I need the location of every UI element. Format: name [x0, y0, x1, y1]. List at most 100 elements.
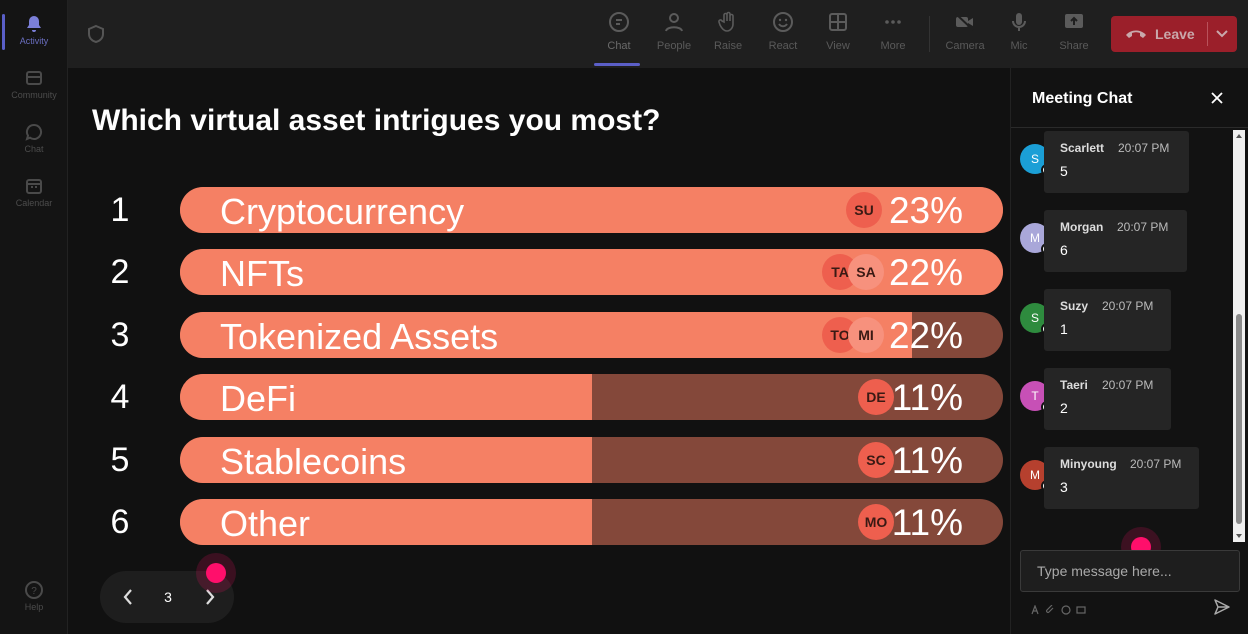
- rail-item-community[interactable]: Community: [0, 62, 68, 112]
- view-label: View: [826, 40, 850, 52]
- result-bar-fill: [180, 312, 912, 358]
- result-bar: Other MO 11%: [180, 499, 1003, 545]
- rail-item-help[interactable]: ? Help: [0, 574, 68, 624]
- message-time: 20:07 PM: [1130, 457, 1182, 471]
- result-bar-fill: [180, 437, 593, 483]
- meeting-chat-panel: Meeting Chat S Scarlett 20:07 PM 5 M Mor…: [1010, 68, 1248, 634]
- share-screen-icon: [1065, 14, 1083, 28]
- chat-header: Meeting Chat: [1011, 68, 1248, 128]
- rail-label: Chat: [24, 144, 44, 154]
- react-button[interactable]: React: [756, 10, 810, 62]
- grid-icon: [829, 13, 847, 31]
- scroll-down-arrow-icon[interactable]: [1235, 532, 1243, 540]
- phone-hangup-icon: [1126, 30, 1146, 38]
- emoji-icon[interactable]: [1061, 602, 1071, 615]
- poll-stage: Which virtual asset intrigues you most? …: [68, 68, 1010, 634]
- sender-name: Morgan: [1060, 220, 1104, 234]
- smiley-icon: [773, 12, 793, 32]
- camera-off-icon: [955, 13, 974, 31]
- avatar-initial: M: [1030, 468, 1040, 482]
- sender-name: Scarlett: [1060, 141, 1105, 155]
- view-button[interactable]: View: [811, 10, 865, 62]
- option-label: Other: [220, 503, 311, 544]
- mic-label: Mic: [1010, 40, 1028, 52]
- shield-icon: [88, 24, 104, 44]
- chat-label: Chat: [607, 40, 631, 52]
- leave-divider: [1207, 22, 1208, 46]
- scroll-up-arrow-icon[interactable]: [1235, 132, 1243, 140]
- leave-label: Leave: [1155, 26, 1195, 42]
- avatar-initial: T: [1031, 389, 1039, 403]
- share-label: Share: [1059, 40, 1089, 52]
- message-time: 20:07 PM: [1118, 141, 1170, 155]
- gif-icon[interactable]: [1076, 602, 1086, 614]
- message-text: 6: [1060, 242, 1068, 258]
- result-bar-fill: [180, 499, 593, 545]
- send-icon[interactable]: [1213, 598, 1231, 616]
- option-percent: 22%: [888, 315, 963, 356]
- leave-button[interactable]: Leave: [1111, 16, 1237, 52]
- toolbar-divider: [929, 16, 930, 52]
- avatar-initial: M: [1030, 231, 1040, 245]
- attach-icon[interactable]: [1046, 602, 1056, 613]
- chat-scrollbar[interactable]: [1233, 130, 1245, 542]
- message-input[interactable]: [1020, 550, 1240, 592]
- voter-avatar: SU: [846, 192, 882, 228]
- message-text: 3: [1060, 479, 1068, 495]
- raise-hand-button[interactable]: Raise: [701, 10, 755, 62]
- close-icon[interactable]: [1209, 90, 1225, 106]
- camera-label: Camera: [945, 40, 985, 52]
- result-bar: DeFi DE 11%: [180, 374, 1003, 420]
- chat-button[interactable]: Chat: [592, 10, 646, 66]
- chat-message: Suzy 20:07 PM 1: [1044, 289, 1171, 351]
- scrollbar-thumb[interactable]: [1236, 314, 1242, 524]
- chat-title: Meeting Chat: [1032, 90, 1133, 107]
- option-percent: 11%: [891, 502, 963, 543]
- chevron-down-icon[interactable]: [1215, 28, 1229, 40]
- chat-icon: [609, 12, 629, 32]
- option-label: Tokenized Assets: [220, 316, 499, 357]
- voter-avatar: SA: [848, 254, 884, 290]
- more-button[interactable]: More: [866, 10, 920, 62]
- chevron-right-icon[interactable]: [200, 587, 220, 607]
- message-time: 20:07 PM: [1102, 299, 1154, 313]
- chat-message: Minyoung 20:07 PM 3: [1044, 447, 1199, 509]
- chat-message: Scarlett 20:07 PM 5: [1044, 131, 1189, 193]
- poll-option-row: 6 Other MO 11%: [68, 499, 1010, 545]
- poll-question: Which virtual asset intrigues you most?: [92, 104, 661, 137]
- message-text: 5: [1060, 163, 1068, 179]
- rail-item-chat[interactable]: Chat: [0, 116, 68, 166]
- camera-button[interactable]: Camera: [938, 10, 992, 62]
- option-rank: 6: [110, 503, 130, 541]
- chevron-left-icon[interactable]: [118, 587, 138, 607]
- people-button[interactable]: People: [647, 10, 701, 62]
- mic-button[interactable]: Mic: [992, 10, 1046, 62]
- option-label: NFTs: [220, 253, 304, 294]
- format-icon[interactable]: [1031, 602, 1041, 615]
- result-bar-fill: [180, 374, 593, 420]
- result-bar: NFTs TA SA 22%: [180, 249, 1003, 295]
- poll-option-row: 5 Stablecoins SC 11%: [68, 437, 1010, 483]
- sender-name: Minyoung: [1060, 457, 1117, 471]
- voter-avatar: SC: [858, 442, 894, 478]
- result-bar: Cryptocurrency SU 23%: [180, 187, 1003, 233]
- avatar-initial: S: [1030, 152, 1039, 166]
- rail-item-calendar[interactable]: Calendar: [0, 170, 68, 220]
- option-percent: 11%: [891, 377, 963, 418]
- message-time: 20:07 PM: [1102, 378, 1154, 392]
- sender-name: Taeri: [1060, 378, 1088, 392]
- message-text: 1: [1060, 321, 1068, 337]
- microphone-icon: [1012, 13, 1026, 31]
- react-label: React: [768, 40, 798, 52]
- chat-icon: [25, 123, 43, 141]
- person-icon: [665, 13, 683, 32]
- poll-option-row: 1 Cryptocurrency SU 23%: [68, 187, 1010, 233]
- hand-icon: [718, 11, 734, 32]
- option-rank: 3: [110, 316, 130, 354]
- rail-item-activity[interactable]: Activity: [0, 8, 68, 58]
- voter-avatar: DE: [858, 379, 894, 415]
- share-button[interactable]: Share: [1047, 10, 1101, 62]
- voter-avatar: MO: [858, 504, 894, 540]
- rail-label: Activity: [19, 36, 49, 46]
- more-label: More: [880, 40, 906, 52]
